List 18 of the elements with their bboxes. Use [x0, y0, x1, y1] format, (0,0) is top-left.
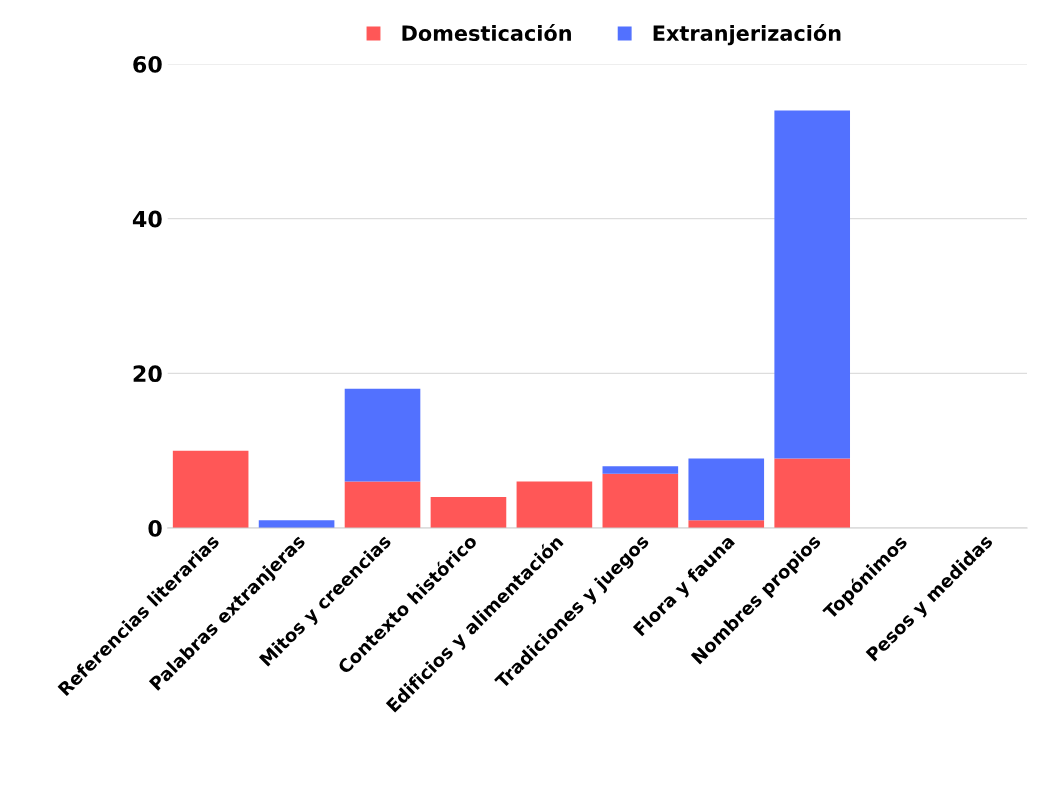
- bar: [344, 481, 421, 528]
- y-tick-label: 20: [133, 365, 162, 383]
- bar: [258, 520, 335, 528]
- bar: [344, 388, 421, 482]
- bar: [602, 473, 679, 528]
- y-tick-label: 40: [132, 210, 162, 228]
- y-tick-label: 0: [148, 519, 162, 537]
- legend-label: Domesticación: [402, 24, 571, 42]
- bar: [172, 450, 249, 528]
- bar: [430, 497, 507, 528]
- legend-label: Extranjerización: [653, 24, 841, 46]
- bar: [774, 458, 851, 528]
- bar: [774, 110, 851, 459]
- bar: [688, 520, 765, 528]
- bar: [602, 466, 679, 474]
- bar: [516, 481, 593, 528]
- bar: [688, 458, 765, 521]
- y-tick-label: 60: [133, 55, 162, 73]
